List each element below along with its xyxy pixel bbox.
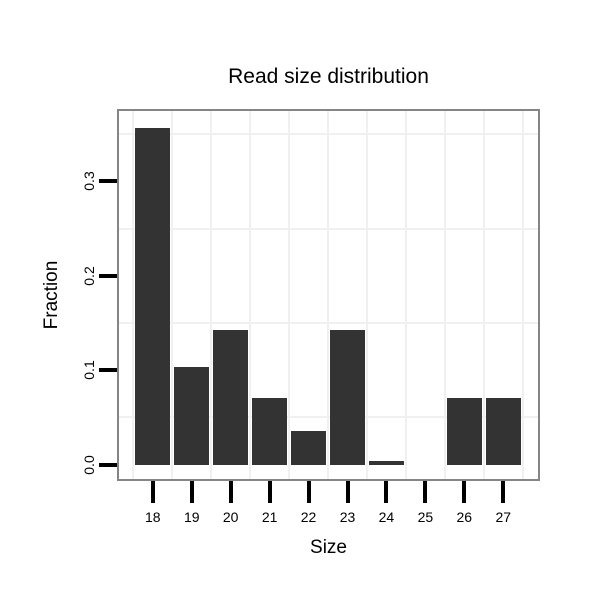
- y-axis-tick: [99, 273, 117, 278]
- x-axis-tick: [306, 481, 311, 503]
- x-axis-tick: [228, 481, 233, 503]
- x-tick-label: 23: [339, 509, 356, 525]
- x-tick-label: 21: [261, 509, 278, 525]
- y-tick-label: 0.1: [81, 360, 97, 380]
- plot-panel: [117, 109, 540, 481]
- bar: [485, 397, 521, 465]
- x-axis-tick: [267, 481, 272, 503]
- y-axis-tick: [99, 368, 117, 373]
- x-axis-tick: [189, 481, 194, 503]
- x-axis-tick: [345, 481, 350, 503]
- x-axis-tick: [384, 481, 389, 503]
- gridline-vertical: [171, 111, 174, 479]
- x-axis-tick: [423, 481, 428, 503]
- x-axis-tick: [150, 481, 155, 503]
- gridline-vertical: [443, 111, 446, 479]
- gridline-horizontal: [119, 133, 538, 136]
- gridline-horizontal: [119, 416, 538, 419]
- gridline-vertical: [404, 111, 407, 479]
- gridline-vertical: [482, 111, 485, 479]
- bar: [252, 397, 288, 465]
- bar: [135, 127, 171, 465]
- gridline-vertical: [521, 111, 524, 479]
- x-axis-label: Size: [310, 537, 347, 558]
- y-axis-tick: [99, 179, 117, 184]
- x-tick-label: 22: [300, 509, 317, 525]
- bar: [330, 329, 365, 465]
- gridline-vertical: [210, 111, 213, 479]
- gridline-horizontal: [119, 227, 538, 230]
- y-tick-label: 0.0: [81, 454, 97, 475]
- gridline-vertical: [327, 111, 330, 479]
- bar: [446, 397, 482, 465]
- y-axis-tick: [99, 462, 117, 467]
- x-tick-label: 20: [222, 509, 239, 525]
- y-tick-label: 0.3: [81, 171, 97, 192]
- bar: [368, 460, 404, 465]
- gridline-vertical: [249, 111, 252, 479]
- x-axis-tick: [462, 481, 467, 503]
- gridline-vertical: [132, 111, 135, 479]
- x-tick-label: 25: [417, 509, 434, 525]
- bar: [213, 329, 249, 465]
- gridline-vertical: [365, 111, 368, 479]
- chart-title: Read size distribution: [228, 65, 429, 88]
- x-tick-label: 24: [378, 509, 395, 525]
- x-tick-label: 19: [183, 509, 200, 525]
- gridline-vertical: [288, 111, 291, 479]
- bar: [291, 430, 327, 465]
- y-axis-label: Fraction: [41, 260, 62, 330]
- x-axis-tick: [501, 481, 506, 503]
- bar: [174, 366, 210, 465]
- x-tick-label: 18: [145, 509, 161, 525]
- y-tick-label: 0.2: [81, 265, 97, 286]
- gridline-horizontal: [119, 321, 538, 324]
- x-tick-label: 27: [495, 509, 512, 525]
- x-tick-label: 26: [456, 509, 473, 525]
